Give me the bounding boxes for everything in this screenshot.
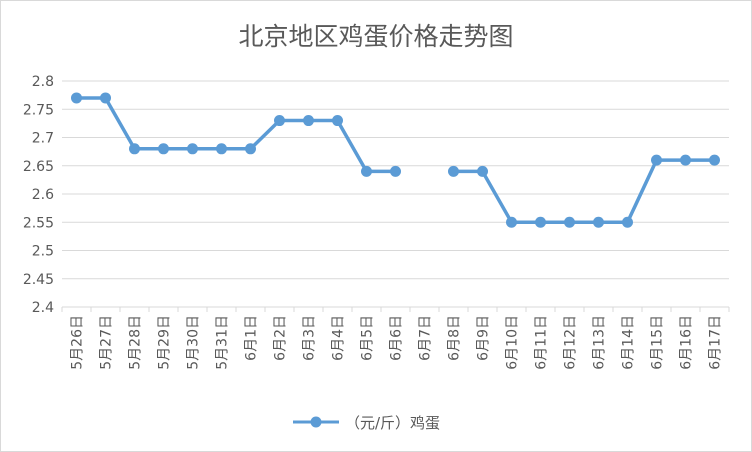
y-tick-label: 2.65: [23, 159, 54, 175]
x-tick-label: 6月9日: [476, 315, 492, 361]
data-point: [622, 216, 633, 228]
series-layer: [71, 92, 720, 228]
x-tick-label: 5月31日: [215, 315, 231, 370]
x-tick-label: 6月11日: [534, 315, 550, 370]
x-tick-label: 6月14日: [621, 315, 637, 370]
data-point: [506, 216, 517, 228]
x-axis: 5月26日 5月27日 5月28日 5月29日 5月30日 5月31日 6月1日 6月2日 6月…: [61, 306, 730, 370]
data-point: [71, 92, 82, 104]
x-tick-label: 6月10日: [505, 315, 521, 370]
data-point: [274, 115, 285, 127]
data-point: [448, 165, 459, 177]
x-tick-label: 6月13日: [592, 315, 608, 370]
y-tick-label: 2.7: [32, 131, 54, 147]
x-tick-label: 5月27日: [99, 315, 115, 370]
data-point: [680, 154, 691, 166]
y-tick-label: 2.8: [32, 74, 54, 90]
x-tick-label: 5月29日: [157, 315, 173, 370]
legend: （元/斤）鸡蛋: [293, 414, 440, 432]
series-line: [74, 96, 717, 224]
y-tick-label: 2.4: [32, 300, 54, 316]
x-tick-label: 6月4日: [331, 315, 347, 361]
data-point: [361, 165, 372, 177]
legend-marker: [310, 416, 322, 428]
data-point: [158, 143, 169, 155]
data-point: [303, 115, 314, 127]
data-point: [245, 143, 256, 155]
x-tick-label: 6月15日: [650, 315, 666, 370]
data-point: [100, 92, 111, 104]
y-tick-label: 2.55: [23, 215, 54, 231]
y-axis: 2.4 2.45 2.5 2.55 2.6 2.65 2.7 2.75 2.8: [23, 74, 54, 316]
y-tick-label: 2.75: [23, 102, 54, 118]
data-point: [332, 115, 343, 127]
data-point: [593, 216, 604, 228]
chart-title: 北京地区鸡蛋价格走势图: [238, 22, 513, 51]
data-point: [651, 154, 662, 166]
grid-layer: [62, 80, 729, 308]
x-tick-label: 6月1日: [244, 315, 260, 361]
x-tick-label: 5月28日: [128, 315, 144, 370]
y-tick-label: 2.45: [23, 272, 54, 288]
x-tick-label: 5月26日: [70, 315, 86, 370]
x-tick-label: 6月7日: [418, 315, 434, 361]
x-tick-label: 6月8日: [447, 315, 463, 361]
data-point: [477, 165, 488, 177]
y-tick-label: 2.5: [32, 244, 54, 260]
x-tick-label: 6月3日: [302, 315, 318, 361]
x-tick-label: 6月2日: [273, 315, 289, 361]
data-point: [129, 143, 140, 155]
x-tick-label: 6月6日: [389, 315, 405, 361]
x-tick-label: 6月16日: [679, 315, 695, 370]
data-point: [709, 154, 720, 166]
data-point: [216, 143, 227, 155]
legend-label: （元/斤）鸡蛋: [345, 414, 440, 432]
y-tick-label: 2.6: [32, 187, 54, 203]
data-point: [187, 143, 198, 155]
data-point: [564, 216, 575, 228]
x-tick-label: 5月30日: [186, 315, 202, 370]
data-point: [535, 216, 546, 228]
x-tick-label: 6月12日: [563, 315, 579, 370]
x-tick-label: 6月5日: [360, 315, 376, 361]
data-point: [390, 165, 401, 177]
x-tick-label: 6月17日: [708, 315, 724, 370]
